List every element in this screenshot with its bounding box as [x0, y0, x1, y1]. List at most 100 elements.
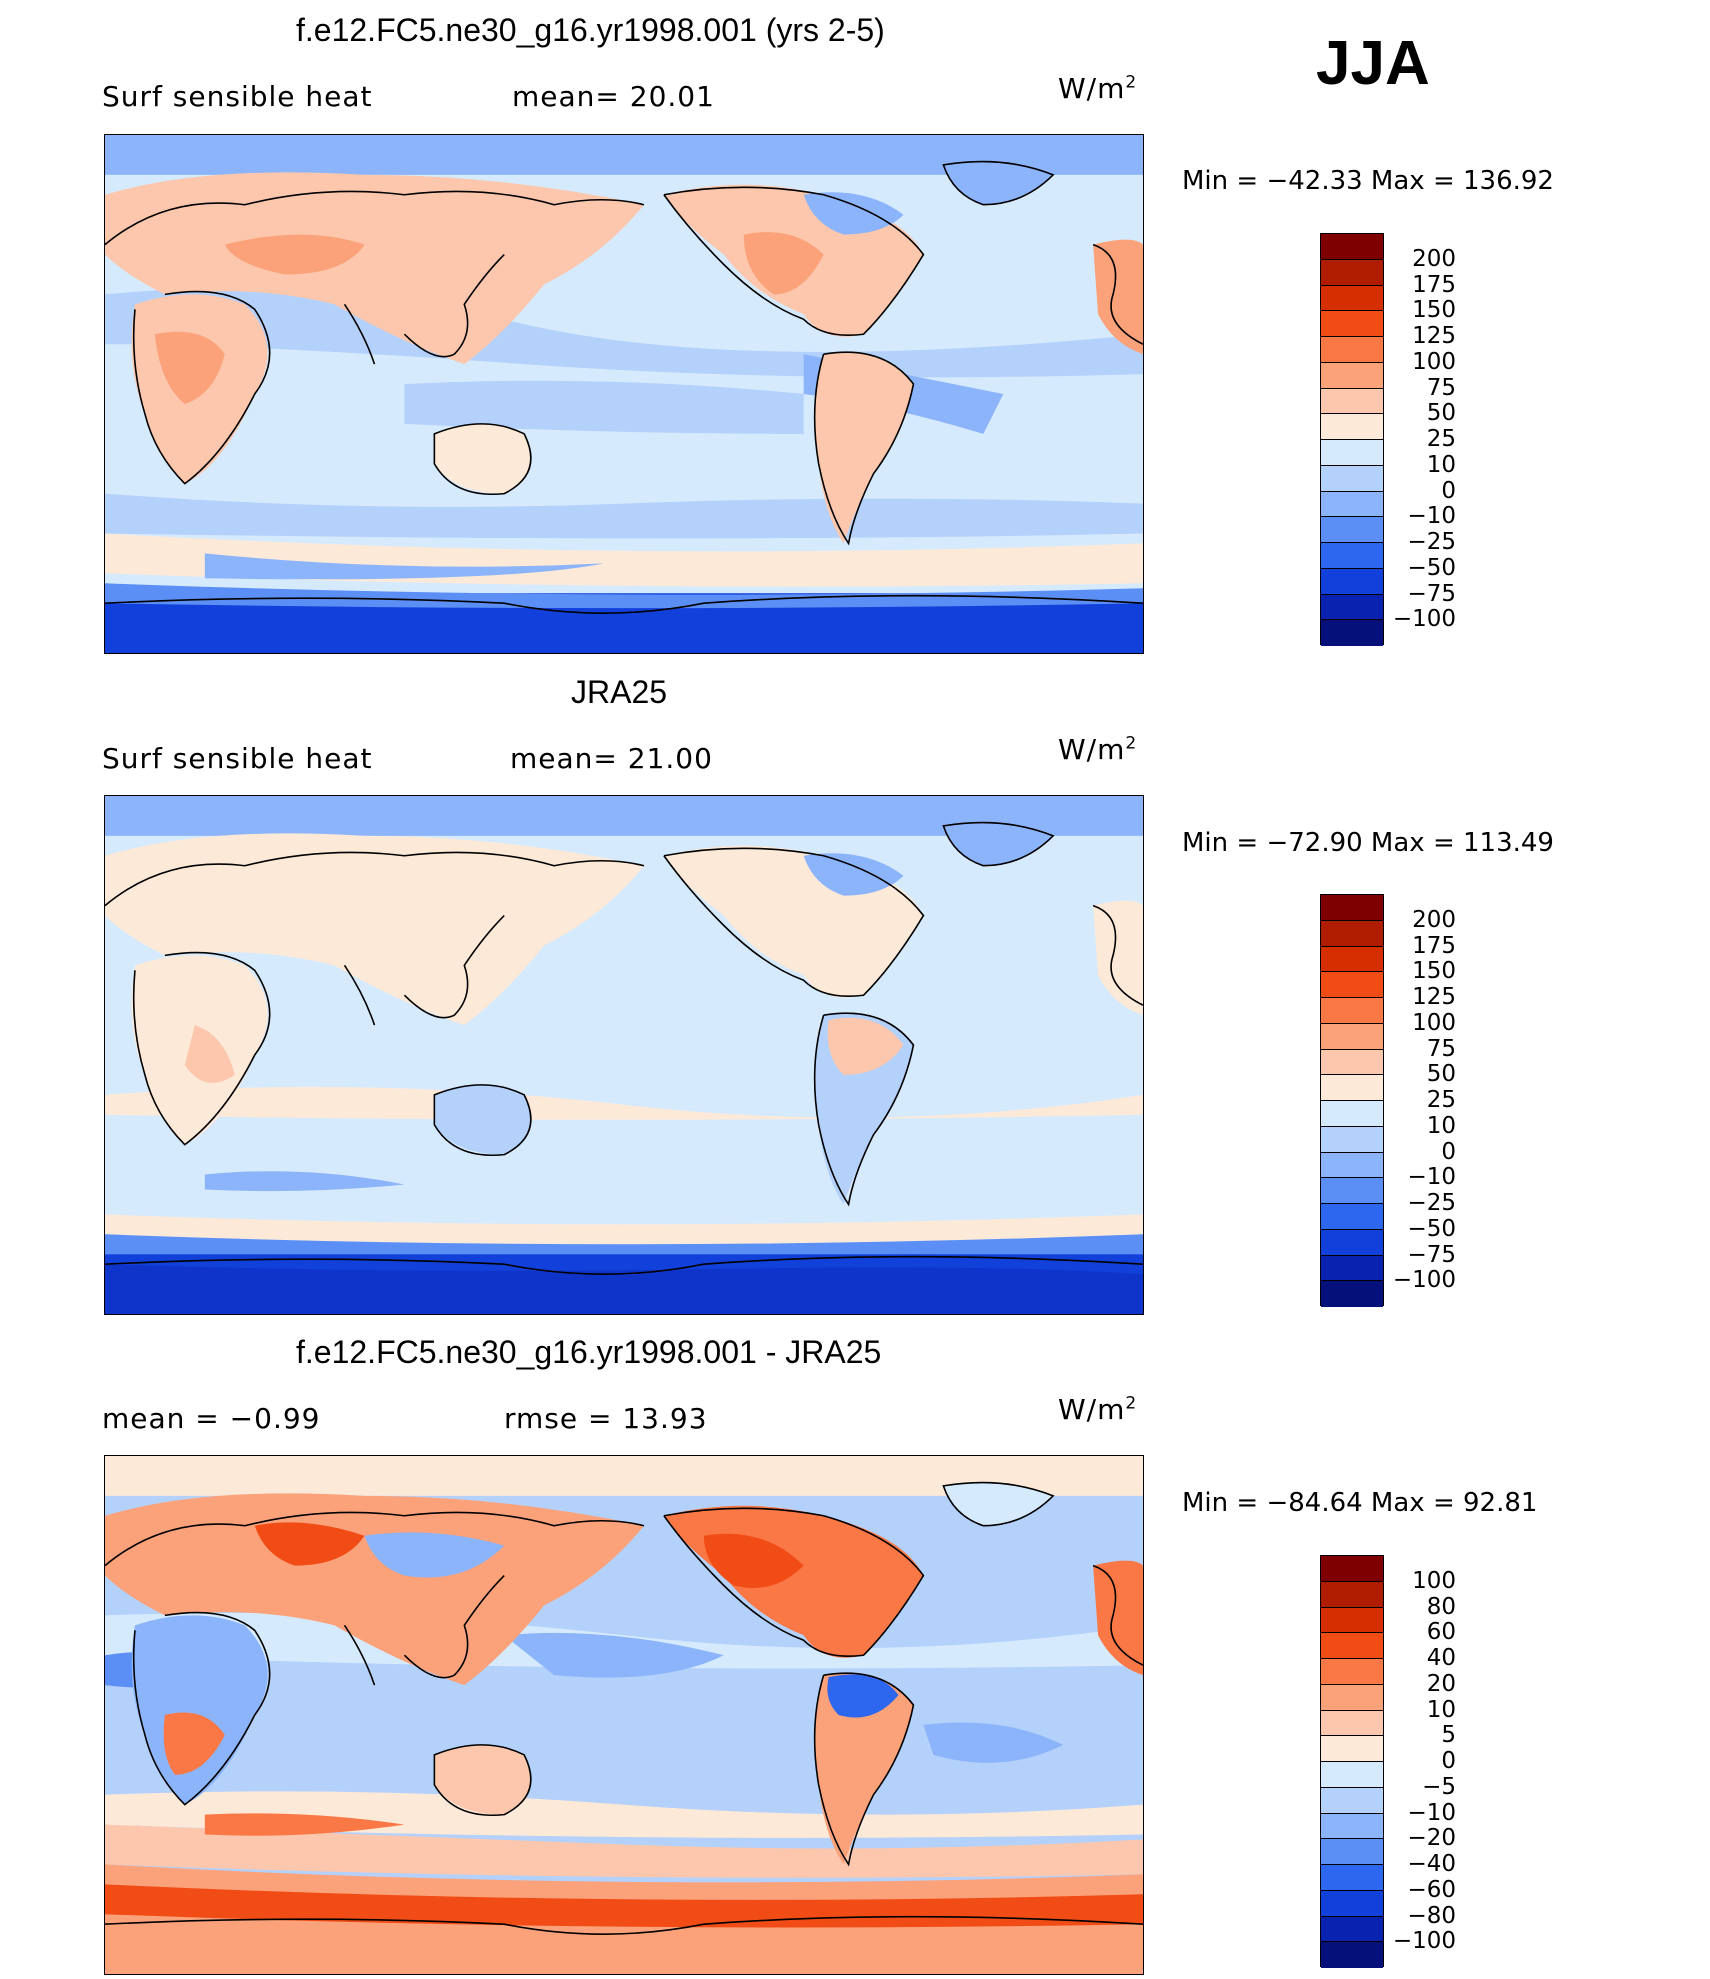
- colorbar-swatch: [1321, 568, 1383, 595]
- panel-3-title: f.e12.FC5.ne30_g16.yr1998.001 - JRA25: [296, 1334, 882, 1370]
- colorbar-tick-label: −5: [1422, 1773, 1456, 1800]
- colorbar-swatch: [1321, 895, 1383, 921]
- colorbar-tick-label: 200: [1412, 245, 1456, 272]
- colorbar-tick-label: 60: [1426, 1619, 1456, 1646]
- colorbar-tick-label: −75: [1407, 1241, 1456, 1268]
- colorbar-swatch: [1321, 1049, 1383, 1076]
- colorbar-tick-label: 0: [1441, 1748, 1456, 1774]
- colorbar-tick-label: −10: [1407, 1164, 1456, 1191]
- panel-2-colorbar-labels: 200 175 150 125 100 75 50 25 10 0 −10 −25 −50 −75 −100: [1390, 894, 1456, 1306]
- colorbar-tick-label: 125: [1412, 984, 1456, 1010]
- colorbar-tick-label: −10: [1407, 1799, 1456, 1826]
- colorbar-tick-label: 10: [1426, 1112, 1456, 1139]
- colorbar-swatch: [1321, 1865, 1383, 1891]
- colorbar-tick-label: 80: [1426, 1593, 1456, 1620]
- colorbar-swatch: [1321, 311, 1383, 337]
- colorbar-swatch: [1321, 465, 1383, 492]
- colorbar-swatch: [1321, 543, 1383, 569]
- colorbar-swatch: [1321, 1255, 1383, 1282]
- panel-2-colorbar: [1320, 894, 1384, 1307]
- colorbar-tick-label: 100: [1412, 1567, 1456, 1594]
- colorbar-tick-label: −25: [1407, 529, 1456, 555]
- colorbar-swatch: [1321, 362, 1383, 389]
- colorbar-swatch: [1321, 1633, 1383, 1659]
- colorbar-swatch: [1321, 620, 1383, 646]
- colorbar-tick-label: 50: [1426, 1061, 1456, 1088]
- colorbar-tick-label: 25: [1426, 426, 1456, 452]
- colorbar-swatch: [1321, 1075, 1383, 1101]
- colorbar-tick-label: 0: [1441, 1138, 1456, 1165]
- panel-2-map: [104, 795, 1144, 1315]
- colorbar-tick-label: 125: [1412, 323, 1456, 349]
- panel-3-map: [104, 1455, 1144, 1975]
- colorbar-swatch: [1321, 285, 1383, 312]
- panel-1-colorbar: [1320, 233, 1384, 646]
- panel-2-title: JRA25: [571, 674, 668, 710]
- colorbar-swatch: [1321, 1101, 1383, 1127]
- colorbar-tick-label: 10: [1426, 451, 1456, 478]
- colorbar-tick-label: −20: [1407, 1825, 1456, 1852]
- panel-2-mean-label: mean= 21.00: [510, 742, 713, 775]
- colorbar-tick-label: 175: [1412, 932, 1456, 959]
- colorbar-swatch: [1321, 972, 1383, 998]
- colorbar-swatch: [1321, 1916, 1383, 1943]
- colorbar-tick-label: −50: [1407, 1215, 1456, 1242]
- colorbar-swatch: [1321, 1556, 1383, 1582]
- colorbar-swatch: [1321, 1710, 1383, 1737]
- colorbar-tick-label: −25: [1407, 1190, 1456, 1216]
- panel-2-units: W/m2: [1058, 733, 1138, 766]
- colorbar-swatch: [1321, 920, 1383, 947]
- colorbar-swatch: [1321, 1942, 1383, 1968]
- colorbar-tick-label: −60: [1407, 1876, 1456, 1903]
- colorbar-tick-label: 150: [1412, 297, 1456, 324]
- colorbar-swatch: [1321, 1178, 1383, 1204]
- colorbar-swatch: [1321, 998, 1383, 1024]
- colorbar-tick-label: 175: [1412, 271, 1456, 298]
- colorbar-swatch: [1321, 234, 1383, 260]
- colorbar-tick-label: 50: [1426, 400, 1456, 427]
- colorbar-tick-label: −50: [1407, 554, 1456, 581]
- colorbar-tick-label: −10: [1407, 503, 1456, 530]
- colorbar-tick-label: 200: [1412, 906, 1456, 933]
- panel-3-mean-label: mean = −0.99: [102, 1402, 321, 1435]
- colorbar-tick-label: 75: [1426, 1035, 1456, 1062]
- colorbar-swatch: [1321, 1890, 1383, 1917]
- colorbar-tick-label: −40: [1407, 1851, 1456, 1877]
- panel-1-variable-label: Surf sensible heat: [102, 80, 373, 113]
- colorbar-swatch: [1321, 1581, 1383, 1608]
- colorbar-tick-label: −100: [1392, 606, 1456, 633]
- colorbar-swatch: [1321, 1762, 1383, 1788]
- colorbar-tick-label: 75: [1426, 374, 1456, 401]
- season-label: JJA: [1316, 29, 1430, 98]
- colorbar-swatch: [1321, 1152, 1383, 1179]
- panel-2-variable-label: Surf sensible heat: [102, 742, 373, 775]
- panel-1-map: [104, 134, 1144, 654]
- colorbar-tick-label: −100: [1392, 1267, 1456, 1294]
- colorbar-swatch: [1321, 1229, 1383, 1256]
- colorbar-swatch: [1321, 1281, 1383, 1307]
- colorbar-tick-label: −75: [1407, 580, 1456, 607]
- panel-3-units: W/m2: [1058, 1393, 1138, 1426]
- panel-3-rmse-label: rmse = 13.93: [504, 1402, 708, 1435]
- colorbar-swatch: [1321, 1787, 1383, 1814]
- panel-1-title: f.e12.FC5.ne30_g16.yr1998.001 (yrs 2-5): [296, 12, 885, 48]
- colorbar-tick-label: 5: [1441, 1722, 1456, 1749]
- panel-1-mean-label: mean= 20.01: [512, 80, 715, 113]
- colorbar-swatch: [1321, 594, 1383, 621]
- colorbar-swatch: [1321, 1659, 1383, 1685]
- panel-3-colorbar: [1320, 1555, 1384, 1968]
- panel-3-min-max: Min = −84.64 Max = 92.81: [1182, 1488, 1538, 1518]
- colorbar-swatch: [1321, 491, 1383, 518]
- panel-1-units: W/m2: [1058, 72, 1138, 105]
- colorbar-swatch: [1321, 1126, 1383, 1153]
- colorbar-swatch: [1321, 1607, 1383, 1634]
- colorbar-swatch: [1321, 1839, 1383, 1865]
- colorbar-tick-label: 150: [1412, 958, 1456, 985]
- colorbar-tick-label: −80: [1407, 1902, 1456, 1929]
- colorbar-tick-label: 100: [1412, 348, 1456, 375]
- colorbar-tick-label: 25: [1426, 1087, 1456, 1113]
- colorbar-tick-label: 40: [1426, 1645, 1456, 1671]
- panel-2-min-max: Min = −72.90 Max = 113.49: [1182, 828, 1554, 858]
- panel-3-colorbar-labels: 100 80 60 40 20 10 5 0 −5 −10 −20 −40 −60 −80 −100: [1390, 1555, 1456, 1967]
- colorbar-swatch: [1321, 946, 1383, 973]
